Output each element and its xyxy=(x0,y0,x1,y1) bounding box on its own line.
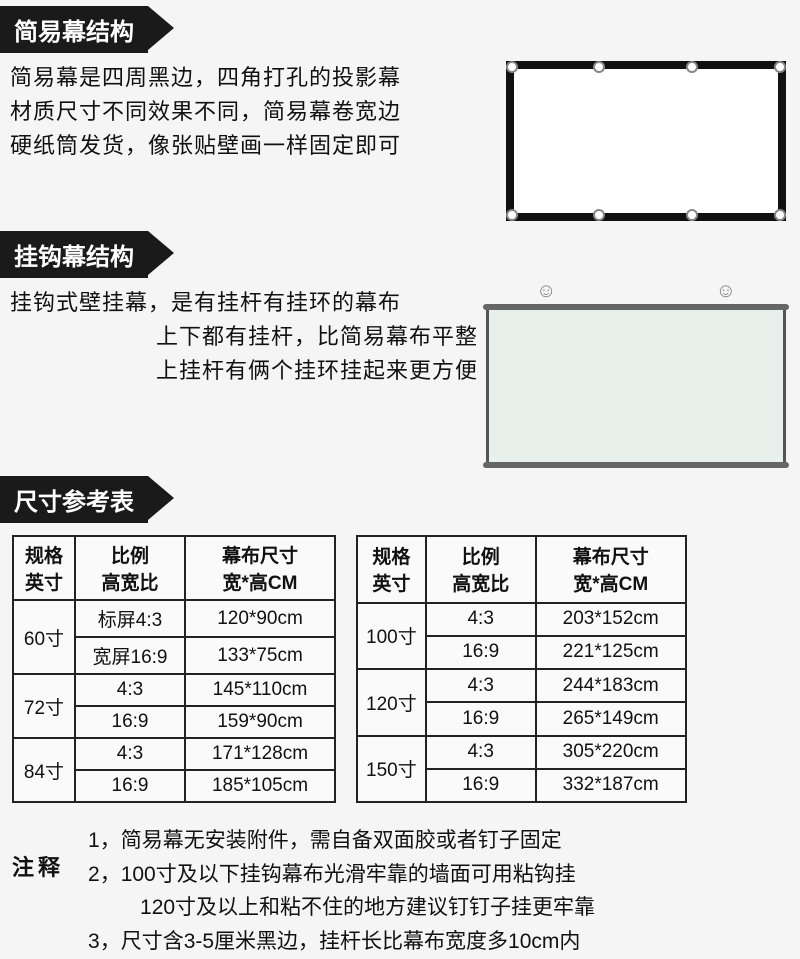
th-ratio: 比例高宽比 xyxy=(426,536,536,603)
cell-dimension: 305*220cm xyxy=(536,736,686,769)
desc-hook: 挂钩式壁挂幕，是有挂杆有挂环的幕布 上下都有挂杆，比简易幕布平整 上挂杆有俩个挂… xyxy=(10,286,486,388)
size-table-left: 规格英寸 比例高宽比 幕布尺寸宽*高CM 60寸标屏4:3120*90cm宽屏1… xyxy=(12,535,336,803)
cell-ratio: 4:3 xyxy=(75,674,185,706)
grommet-icon xyxy=(593,61,605,73)
desc-simple-l1: 简易幕是四周黑边，四角打孔的投影幕 xyxy=(10,61,498,95)
size-tables: 规格英寸 比例高宽比 幕布尺寸宽*高CM 60寸标屏4:3120*90cm宽屏1… xyxy=(0,523,800,811)
desc-simple: 简易幕是四周黑边，四角打孔的投影幕 材质尺寸不同效果不同，简易幕卷宽边 硬纸筒发… xyxy=(10,61,506,163)
cell-dimension: 221*125cm xyxy=(536,636,686,669)
cell-dimension: 145*110cm xyxy=(185,674,335,706)
cell-ratio: 16:9 xyxy=(426,636,536,669)
illustration-hook-screen: ☺ ☺ xyxy=(486,306,786,466)
note-line-2: 2，100寸及以下挂钩幕布光滑牢靠的墙面可用粘钩挂 xyxy=(88,859,595,891)
cell-dimension: 159*90cm xyxy=(185,706,335,738)
cell-ratio: 4:3 xyxy=(426,669,536,702)
header-hook-text: 挂钩幕结构 xyxy=(14,244,134,271)
cell-ratio: 4:3 xyxy=(426,603,536,636)
grommet-icon xyxy=(506,209,518,221)
cell-size: 84寸 xyxy=(13,738,75,802)
th-size: 规格英寸 xyxy=(13,536,75,600)
row-hook: 挂钩式壁挂幕，是有挂杆有挂环的幕布 上下都有挂杆，比简易幕布平整 上挂杆有俩个挂… xyxy=(0,278,800,470)
cell-size: 72寸 xyxy=(13,674,75,738)
cell-size: 60寸 xyxy=(13,600,75,674)
notes-body: 1，简易幕无安装附件，需自备双面胶或者钉子固定 2，100寸及以下挂钩幕布光滑牢… xyxy=(88,825,595,959)
desc-hook-l1: 挂钩式壁挂幕，是有挂杆有挂环的幕布 xyxy=(10,286,478,320)
th-dim: 幕布尺寸宽*高CM xyxy=(536,536,686,603)
cell-ratio: 16:9 xyxy=(75,770,185,802)
desc-simple-l3: 硬纸筒发货，像张贴壁画一样固定即可 xyxy=(10,129,498,163)
cell-ratio: 宽屏16:9 xyxy=(75,637,185,674)
table-row: 72寸4:3145*110cm xyxy=(13,674,335,706)
cell-ratio: 标屏4:3 xyxy=(75,600,185,637)
bar-bottom-icon xyxy=(483,462,789,468)
header-size-table: 尺寸参考表 xyxy=(0,476,148,523)
cell-ratio: 16:9 xyxy=(75,706,185,738)
hook-icon: ☺ xyxy=(716,280,736,303)
table-row: 84寸4:3171*128cm xyxy=(13,738,335,770)
note-line-3: 3，尺寸含3-5厘米黑边，挂杆长比幕布宽度多10cm内 xyxy=(88,926,595,958)
grommet-icon xyxy=(686,209,698,221)
header-simple-screen: 简易幕结构 xyxy=(0,6,148,53)
header-hook-screen: 挂钩幕结构 xyxy=(0,231,148,278)
cell-dimension: 133*75cm xyxy=(185,637,335,674)
desc-simple-l2: 材质尺寸不同效果不同，简易幕卷宽边 xyxy=(10,95,498,129)
grommet-icon xyxy=(593,209,605,221)
th-dim: 幕布尺寸宽*高CM xyxy=(185,536,335,600)
table-row: 120寸4:3244*183cm xyxy=(357,669,686,702)
cell-ratio: 16:9 xyxy=(426,769,536,802)
cell-dimension: 332*187cm xyxy=(536,769,686,802)
cell-size: 150寸 xyxy=(357,736,426,803)
th-size: 规格英寸 xyxy=(357,536,426,603)
table-row: 100寸4:3203*152cm xyxy=(357,603,686,636)
cell-dimension: 203*152cm xyxy=(536,603,686,636)
illustration-simple-screen xyxy=(506,61,786,221)
header-size-text: 尺寸参考表 xyxy=(14,489,134,516)
notes-label: 注释 xyxy=(12,825,64,959)
grommet-icon xyxy=(774,209,786,221)
note-line-2b: 120寸及以上和粘不住的地方建议钉钉子挂更牢靠 xyxy=(88,892,595,924)
note-line-1: 1，简易幕无安装附件，需自备双面胶或者钉子固定 xyxy=(88,825,595,857)
th-ratio: 比例高宽比 xyxy=(75,536,185,600)
desc-hook-l2: 上下都有挂杆，比简易幕布平整 xyxy=(10,320,478,354)
table-header-row: 规格英寸 比例高宽比 幕布尺寸宽*高CM xyxy=(13,536,335,600)
cell-dimension: 185*105cm xyxy=(185,770,335,802)
size-table-right: 规格英寸 比例高宽比 幕布尺寸宽*高CM 100寸4:3203*152cm16:… xyxy=(356,535,687,803)
grommet-icon xyxy=(774,61,786,73)
cell-size: 100寸 xyxy=(357,603,426,670)
hook-icon: ☺ xyxy=(536,280,556,303)
cell-dimension: 265*149cm xyxy=(536,702,686,735)
row-simple: 简易幕是四周黑边，四角打孔的投影幕 材质尺寸不同效果不同，简易幕卷宽边 硬纸筒发… xyxy=(0,53,800,225)
header-simple-text: 简易幕结构 xyxy=(14,19,134,46)
cell-dimension: 120*90cm xyxy=(185,600,335,637)
grommet-icon xyxy=(506,61,518,73)
cell-dimension: 244*183cm xyxy=(536,669,686,702)
notes-section: 注释 1，简易幕无安装附件，需自备双面胶或者钉子固定 2，100寸及以下挂钩幕布… xyxy=(0,811,800,959)
cell-ratio: 4:3 xyxy=(75,738,185,770)
bar-top-icon xyxy=(483,304,789,310)
table-row: 60寸标屏4:3120*90cm xyxy=(13,600,335,637)
table-row: 150寸4:3305*220cm xyxy=(357,736,686,769)
table-header-row: 规格英寸 比例高宽比 幕布尺寸宽*高CM xyxy=(357,536,686,603)
cell-ratio: 4:3 xyxy=(426,736,536,769)
desc-hook-l3: 上挂杆有俩个挂环挂起来更方便 xyxy=(10,354,478,388)
cell-ratio: 16:9 xyxy=(426,702,536,735)
cell-size: 120寸 xyxy=(357,669,426,736)
cell-dimension: 171*128cm xyxy=(185,738,335,770)
grommet-icon xyxy=(686,61,698,73)
